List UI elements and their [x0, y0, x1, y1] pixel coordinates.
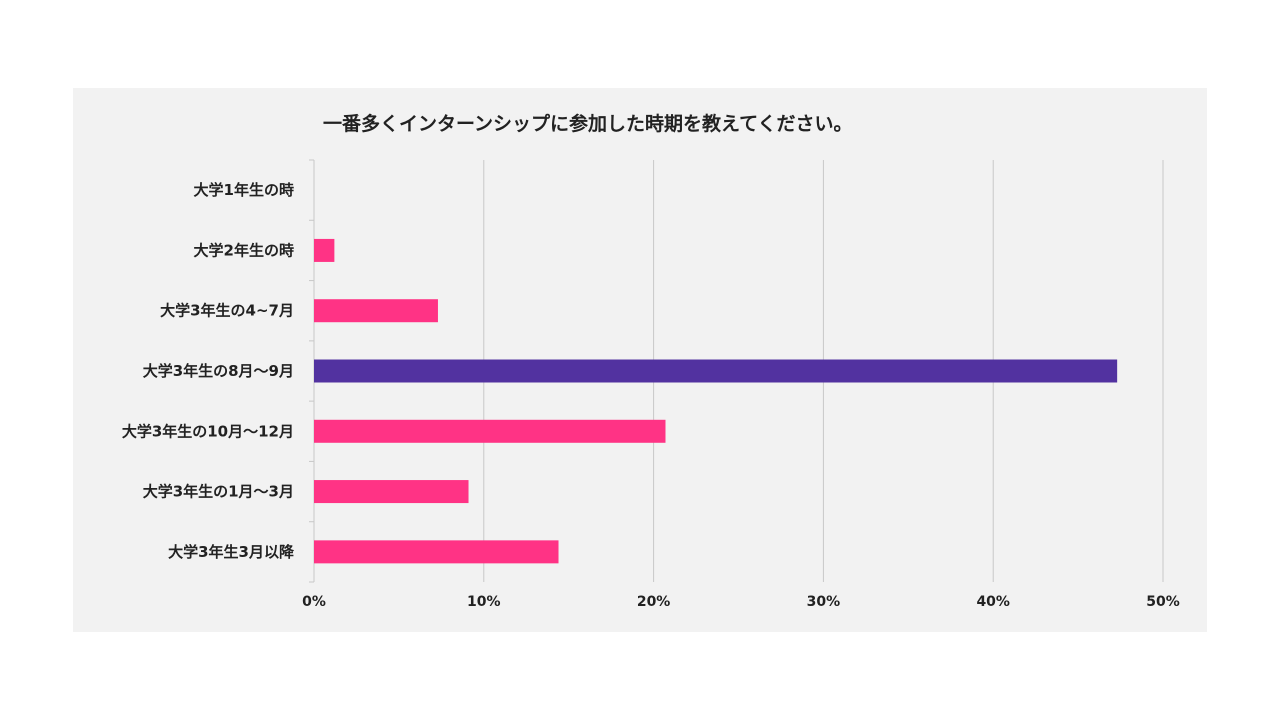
category-label: 大学3年生の4~7月	[160, 302, 294, 320]
bar	[314, 299, 438, 323]
category-label: 大学3年生の10月～12月	[122, 422, 294, 440]
category-label: 大学2年生の時	[194, 241, 294, 259]
x-tick-label: 50%	[1146, 594, 1180, 610]
category-label: 大学3年生の8月～9月	[143, 362, 294, 380]
bar	[314, 359, 1118, 383]
chart-title: 一番多くインターンシップに参加した時期を教えてください。	[323, 113, 853, 135]
chart-panel: 一番多くインターンシップに参加した時期を教えてください。 大学1年生の時 大学2年…	[73, 88, 1207, 632]
x-tick-label: 30%	[807, 594, 841, 610]
x-tick-label: 20%	[637, 594, 671, 610]
category-label: 大学1年生の時	[194, 181, 294, 199]
x-tick-label: 10%	[467, 594, 501, 610]
bar	[314, 540, 559, 564]
bar	[314, 238, 335, 262]
category-label: 大学3年生3月以降	[168, 543, 295, 561]
x-tick-label: 0%	[302, 594, 326, 610]
category-label: 大学3年生の1月～3月	[143, 483, 294, 501]
bar	[314, 419, 666, 443]
bar	[314, 480, 469, 504]
bar-chart: 大学1年生の時大学2年生の時大学3年生の4~7月大学3年生の8月～9月大学3年生…	[122, 159, 1180, 610]
x-tick-label: 40%	[976, 594, 1010, 610]
